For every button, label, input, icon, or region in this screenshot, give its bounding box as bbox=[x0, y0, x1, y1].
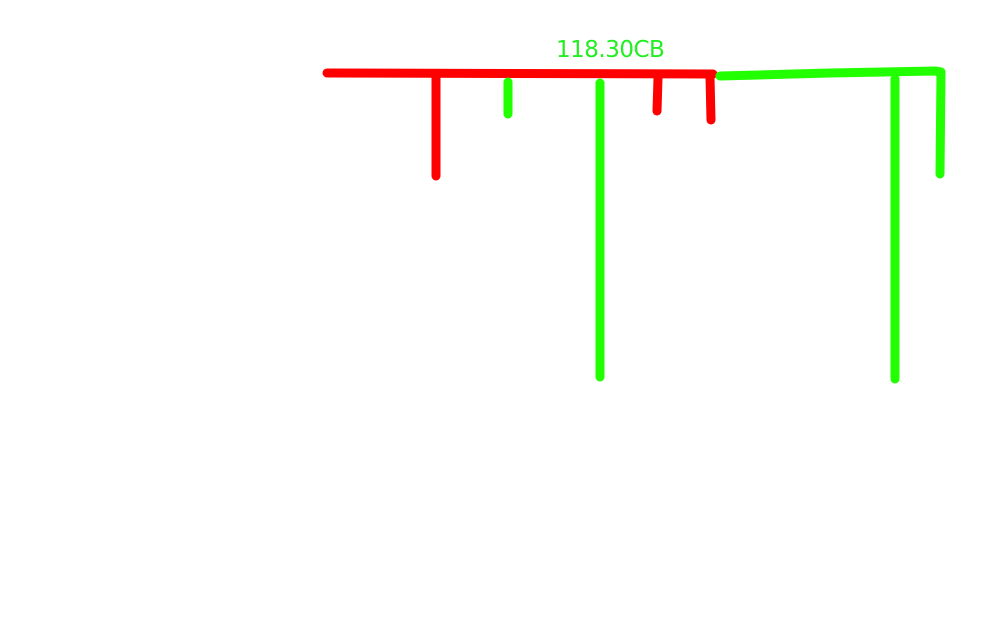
green-horizontal-bar bbox=[715, 66, 946, 81]
measurement-label: 118.30CB bbox=[556, 37, 665, 63]
green-tick bbox=[935, 68, 946, 179]
red-tick bbox=[652, 73, 663, 116]
red-horizontal-bar bbox=[322, 68, 718, 79]
red-tick bbox=[705, 72, 716, 125]
